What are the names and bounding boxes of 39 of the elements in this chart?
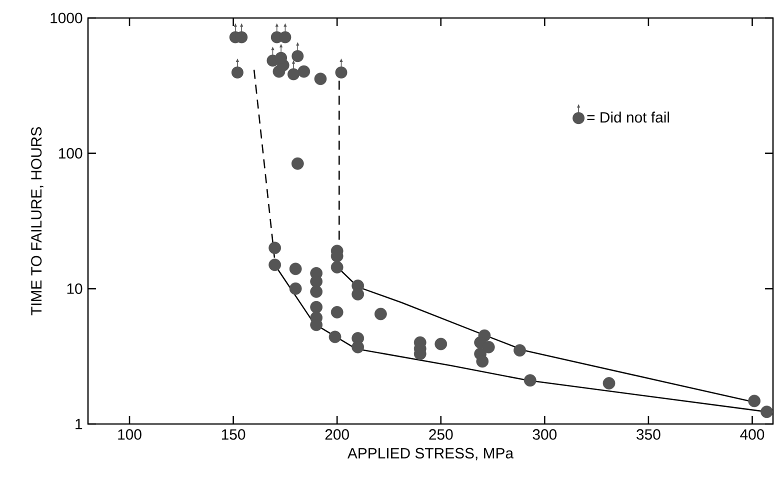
point [310, 285, 323, 298]
y-axis-title: TIME TO FAILURE, HOURS [31, 127, 44, 316]
point [330, 261, 344, 274]
point [289, 282, 302, 295]
x-tick-label: 150 [222, 429, 246, 440]
point [292, 50, 304, 62]
point [514, 344, 526, 357]
point [335, 66, 348, 78]
x-tick-label: 300 [532, 429, 557, 440]
point [288, 68, 300, 80]
point [524, 374, 536, 387]
legend-label: = Did not fail [587, 112, 670, 123]
y-tick-label: 1000 [50, 12, 82, 24]
point [268, 242, 282, 254]
point [602, 377, 616, 390]
x-tick-label: 200 [325, 429, 349, 440]
point [434, 338, 448, 350]
point [314, 72, 327, 86]
point [231, 66, 244, 78]
x-tick-label: 250 [429, 429, 453, 440]
point [330, 306, 344, 318]
x-axis-title: APPLIED STRESS, MPa [347, 448, 514, 460]
y-tick-label: 1 [76, 418, 82, 430]
point [760, 406, 773, 418]
point [328, 330, 342, 344]
point [268, 258, 282, 272]
y-tick-label: 10 [67, 283, 82, 294]
y-tick-label: 100 [59, 148, 82, 159]
x-tick-label: 100 [118, 429, 142, 440]
x-tick-label: 400 [740, 429, 764, 440]
point [482, 340, 495, 354]
point [374, 308, 387, 320]
point [310, 300, 323, 314]
point [291, 157, 304, 170]
point [298, 65, 310, 78]
point [748, 394, 761, 408]
point [289, 262, 302, 276]
point [476, 355, 489, 368]
x-tick-label: 350 [636, 429, 660, 440]
